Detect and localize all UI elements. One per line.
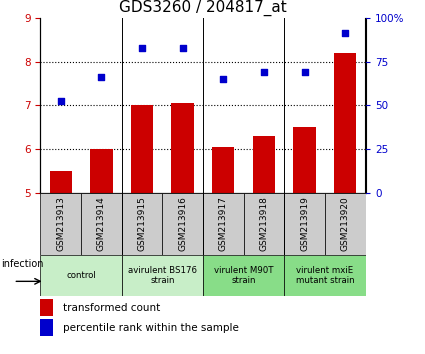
Bar [203, 193, 244, 255]
Bar [90, 149, 113, 193]
Point [179, 46, 186, 51]
Bar [50, 171, 72, 193]
Point [98, 74, 105, 80]
Point [342, 30, 348, 36]
Bar [122, 193, 162, 255]
Point [220, 76, 227, 82]
Text: avirulent BS176
strain: avirulent BS176 strain [128, 266, 197, 285]
Text: GSM213917: GSM213917 [219, 196, 228, 251]
Bar [40, 193, 81, 255]
Text: control: control [66, 271, 96, 280]
Bar [171, 103, 194, 193]
Bar [40, 319, 53, 336]
Bar [212, 147, 235, 193]
Point [301, 70, 308, 75]
Text: GSM213920: GSM213920 [341, 196, 350, 251]
Text: GSM213916: GSM213916 [178, 196, 187, 251]
Point [261, 70, 267, 75]
Point [139, 46, 145, 51]
Bar [284, 193, 325, 255]
Bar [162, 193, 203, 255]
Text: GSM213919: GSM213919 [300, 196, 309, 251]
Bar [81, 193, 122, 255]
Text: GSM213913: GSM213913 [56, 196, 65, 251]
Bar [122, 255, 203, 296]
Bar [40, 255, 122, 296]
Text: GSM213914: GSM213914 [97, 196, 106, 251]
Text: percentile rank within the sample: percentile rank within the sample [63, 323, 239, 333]
Bar [131, 105, 153, 193]
Bar [334, 53, 356, 193]
Point [57, 98, 64, 104]
Bar [40, 299, 53, 316]
Text: virulent mxiE
mutant strain: virulent mxiE mutant strain [295, 266, 354, 285]
Bar [203, 255, 284, 296]
Text: infection: infection [1, 259, 43, 269]
Text: GSM213918: GSM213918 [259, 196, 269, 251]
Text: transformed count: transformed count [63, 303, 160, 313]
Bar [244, 193, 284, 255]
Bar [253, 136, 275, 193]
Bar [284, 255, 366, 296]
Bar [293, 127, 316, 193]
Bar [325, 193, 366, 255]
Text: virulent M90T
strain: virulent M90T strain [214, 266, 273, 285]
Text: GSM213915: GSM213915 [137, 196, 147, 251]
Title: GDS3260 / 204817_at: GDS3260 / 204817_at [119, 0, 287, 16]
